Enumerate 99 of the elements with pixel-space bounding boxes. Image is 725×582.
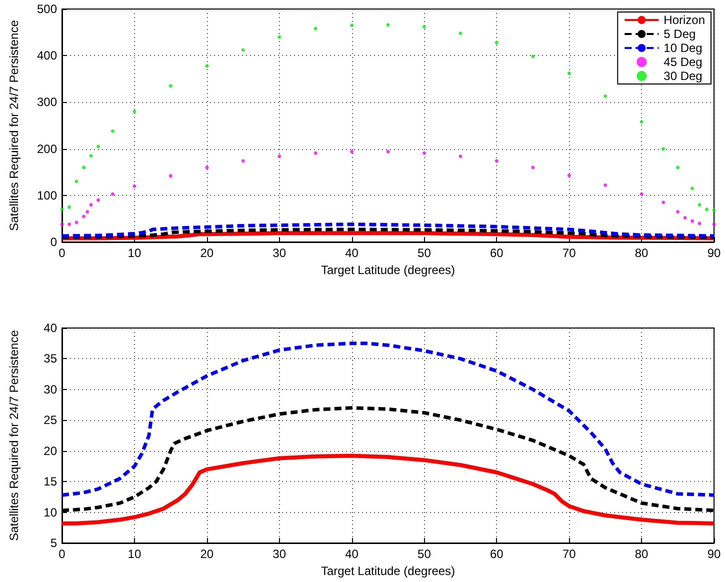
point <box>86 210 90 214</box>
point <box>531 166 535 170</box>
point <box>662 200 666 204</box>
y-axis-title: Satellites Required for 24/7 Persistence <box>7 20 21 231</box>
point <box>422 24 426 28</box>
y-tick-label: 0 <box>50 235 58 249</box>
y-tick-label: 5 <box>50 536 58 550</box>
point <box>386 23 390 27</box>
point <box>82 214 86 218</box>
y-tick-label: 20 <box>44 444 58 458</box>
legend-label: 45 Deg <box>664 55 702 69</box>
x-tick-label: 60 <box>490 246 504 260</box>
x-axis-title: Target Latitude (degrees) <box>320 564 456 578</box>
point <box>458 31 462 35</box>
legend-label: 5 Deg <box>664 27 696 41</box>
x-tick-label: 10 <box>128 547 142 561</box>
x-tick-label: 0 <box>58 246 66 260</box>
y-tick-label: 400 <box>36 48 58 63</box>
point <box>205 64 209 68</box>
point <box>168 174 172 178</box>
x-tick-label: 40 <box>345 547 359 561</box>
line-series <box>60 222 716 238</box>
x-tick-label: 40 <box>345 246 359 260</box>
point <box>386 150 390 154</box>
x-tick-label: 20 <box>200 246 214 260</box>
legend-label: 10 Deg <box>664 41 702 55</box>
point <box>690 186 694 190</box>
line-series <box>60 454 716 526</box>
point <box>422 151 426 155</box>
x-tick-label: 50 <box>418 246 432 260</box>
point <box>604 183 608 187</box>
y-tick-label: 300 <box>36 95 58 110</box>
x-tick-label: 90 <box>707 547 721 561</box>
point <box>690 219 694 223</box>
point <box>60 222 64 226</box>
point <box>89 202 93 206</box>
point <box>676 210 680 214</box>
x-axis-title: Target Latitude (degrees) <box>320 263 456 277</box>
point <box>567 174 571 178</box>
point <box>68 205 71 209</box>
point <box>241 159 245 163</box>
y-tick-label: 15 <box>44 474 58 489</box>
x-tick-label: 10 <box>128 246 142 260</box>
x-tick-label: 80 <box>634 547 649 561</box>
legend-label: 30 Deg <box>664 69 702 83</box>
y-axis-title: Satellites Required for 24/7 Persistence <box>7 330 21 541</box>
point <box>278 35 282 39</box>
point <box>683 216 687 220</box>
x-tick-label: 70 <box>562 246 576 260</box>
legend-label: Horizon <box>664 13 706 27</box>
point <box>698 222 702 226</box>
point <box>350 150 354 154</box>
y-tick-label: 200 <box>36 142 58 156</box>
point <box>494 40 498 44</box>
point <box>110 192 114 196</box>
point <box>96 198 100 202</box>
point <box>604 94 608 98</box>
x-tick-label: 80 <box>634 246 649 260</box>
point <box>494 159 498 163</box>
y-tick-label: 35 <box>44 352 58 366</box>
y-tick-label: 100 <box>36 188 58 202</box>
point <box>676 166 680 170</box>
point <box>531 54 535 58</box>
point <box>168 84 172 88</box>
point <box>205 166 209 170</box>
point <box>662 147 666 151</box>
x-tick-label: 0 <box>58 547 66 561</box>
point <box>89 154 93 158</box>
point <box>68 222 71 226</box>
x-tick-label: 30 <box>272 547 286 561</box>
point <box>314 26 318 30</box>
x-tick-label: 60 <box>490 547 504 561</box>
point <box>712 208 716 212</box>
point <box>698 202 702 206</box>
point <box>705 208 709 212</box>
x-tick-label: 70 <box>562 547 576 561</box>
x-tick-label: 20 <box>200 547 214 561</box>
line-series <box>60 342 716 497</box>
point <box>712 222 716 226</box>
point <box>640 120 644 124</box>
point <box>241 48 245 52</box>
y-tick-label: 500 <box>36 2 58 16</box>
point <box>96 144 100 148</box>
y-tick-label: 40 <box>44 321 58 335</box>
point <box>132 184 136 188</box>
y-tick-label: 30 <box>44 382 58 396</box>
point <box>350 24 354 28</box>
y-tick-label: 10 <box>44 505 58 520</box>
point <box>60 208 64 212</box>
x-tick-label: 90 <box>707 246 721 260</box>
y-tick-label: 25 <box>44 413 58 428</box>
point <box>74 180 78 184</box>
x-tick-label: 50 <box>418 547 432 561</box>
x-tick-label: 30 <box>272 246 286 260</box>
point <box>110 129 114 133</box>
point <box>458 154 462 158</box>
point <box>278 154 282 158</box>
point <box>567 72 571 76</box>
point <box>82 166 86 170</box>
